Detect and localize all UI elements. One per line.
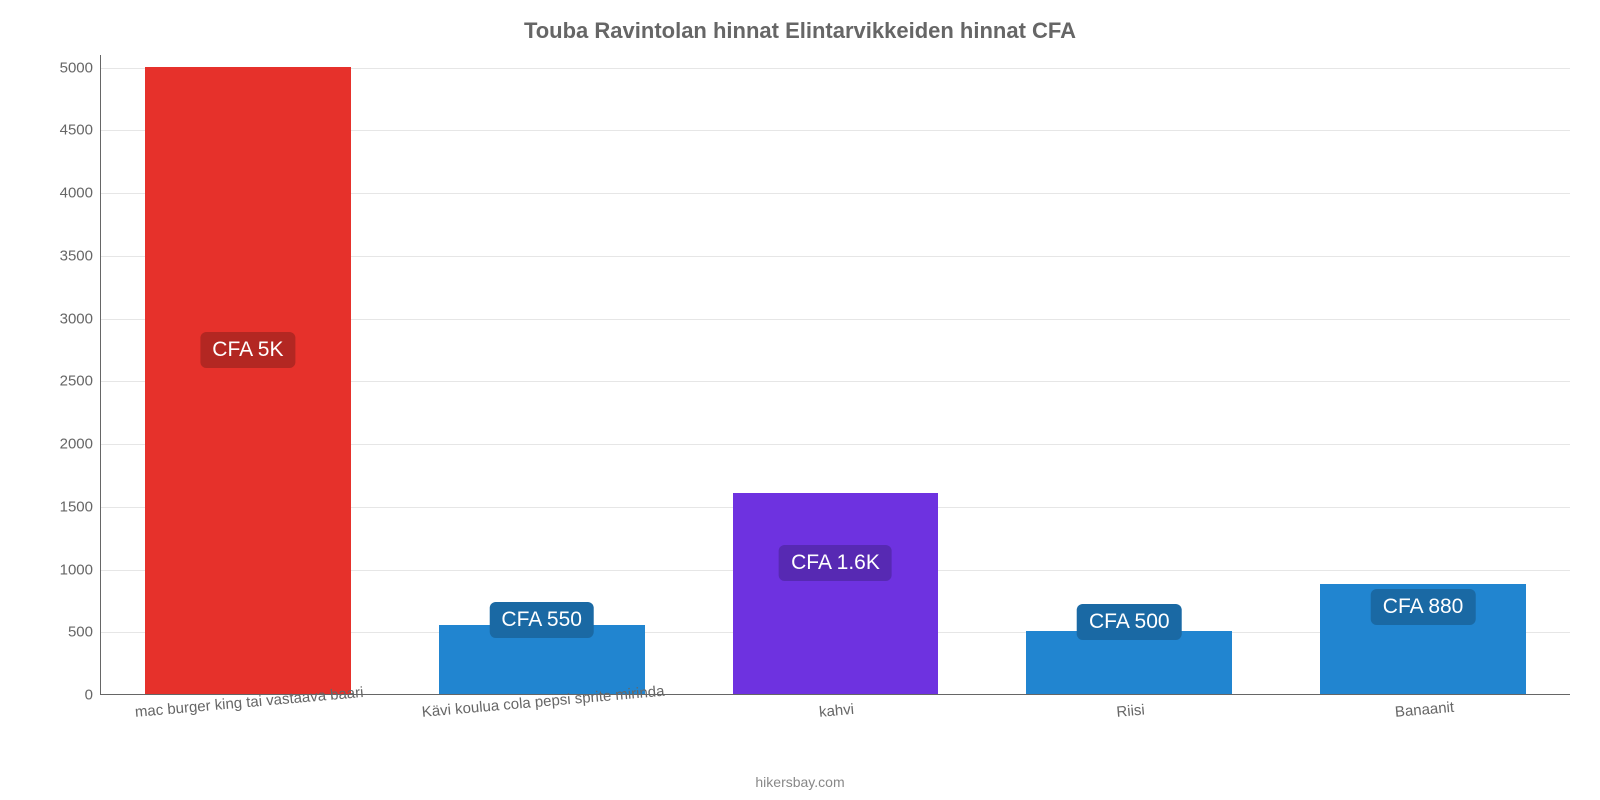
bar-value-label: CFA 5K [200,332,295,368]
bar-value-label: CFA 1.6K [779,545,892,581]
bar [145,67,351,694]
bar-slot: CFA 880Banaanit [1276,55,1570,694]
bar [1026,631,1232,694]
x-tick-label: Banaanit [1393,689,1454,721]
bar [733,493,939,694]
y-tick-label: 4500 [60,122,101,139]
bar-value-label: CFA 550 [489,602,594,638]
bar-slot: CFA 5Kmac burger king tai vastaava baari [101,55,395,694]
bar-value-label: CFA 500 [1077,604,1182,640]
chart-footer: hikersbay.com [0,774,1600,790]
y-tick-label: 0 [85,687,101,704]
y-tick-label: 1000 [60,561,101,578]
chart-title: Touba Ravintolan hinnat Elintarvikkeiden… [0,18,1600,44]
y-tick-label: 3500 [60,247,101,264]
bars-container: CFA 5Kmac burger king tai vastaava baari… [101,55,1570,694]
x-tick-label: Riisi [1115,692,1146,721]
y-tick-label: 500 [68,624,101,641]
y-tick-label: 2500 [60,373,101,390]
y-tick-label: 1500 [60,498,101,515]
y-tick-label: 5000 [60,59,101,76]
bar-slot: CFA 1.6Kkahvi [689,55,983,694]
y-tick-label: 3000 [60,310,101,327]
y-tick-label: 4000 [60,185,101,202]
bar-value-label: CFA 880 [1371,589,1476,625]
bar-slot: CFA 500Riisi [982,55,1276,694]
y-tick-label: 2000 [60,436,101,453]
bar-slot: CFA 550Kävi koulua cola pepsi sprite mir… [395,55,689,694]
x-tick-label: kahvi [818,691,855,721]
plot-area: 0500100015002000250030003500400045005000… [100,55,1570,695]
